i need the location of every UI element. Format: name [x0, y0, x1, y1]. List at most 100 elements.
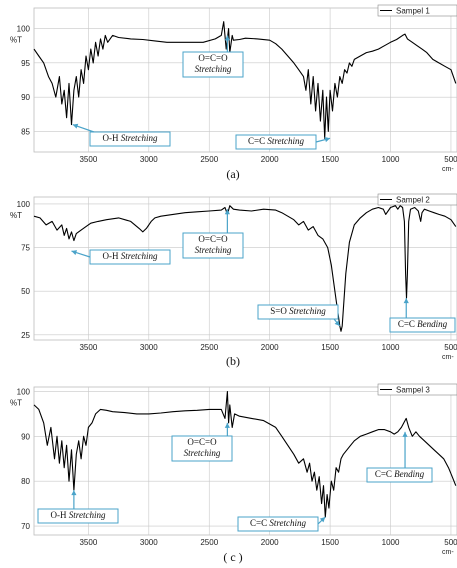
y-unit-label: %T	[10, 36, 22, 45]
annotation-text: C=C Bending	[398, 319, 448, 329]
annotation-box	[171, 435, 233, 462]
annotation-text-italic: Stretching	[289, 306, 326, 316]
x-tick-label: 500	[444, 538, 457, 547]
x-tick-label: 1000	[382, 343, 400, 352]
x-tick-label: 2000	[261, 155, 279, 164]
spectrum-line	[33, 205, 457, 332]
plot-frame	[33, 7, 457, 153]
annotation-text: O-H Stretching	[103, 251, 158, 261]
y-tick-label: 95	[21, 59, 30, 68]
x-unit-label: cm-	[442, 549, 454, 556]
x-tick-label: 2000	[261, 343, 279, 352]
annotation-arrowhead	[403, 298, 409, 304]
spectrum-panel-2: 3500 3000 2500 2000 1500 1000 500 100 75 50 25 %T cm…	[10, 193, 457, 368]
annotation: C=C Bending	[366, 431, 433, 483]
annotation: O-H Stretching	[71, 249, 171, 265]
legend-label: Sampel 1	[396, 7, 430, 16]
annotation-arrowhead	[71, 250, 78, 256]
annotation-text-italic: Bending	[394, 469, 424, 479]
panel-label: (b)	[226, 354, 240, 368]
x-unit-label: cm-	[442, 354, 454, 361]
annotation-text: Stretching	[195, 64, 232, 74]
annotation-box	[182, 232, 244, 259]
annotation-arrowhead	[324, 137, 331, 143]
legend-box	[377, 4, 457, 17]
y-tick-label: 100	[17, 25, 31, 34]
annotation-text: Stretching	[184, 448, 221, 458]
annotation-text-italic: Bending	[417, 319, 447, 329]
x-tick-label: 3500	[79, 538, 97, 547]
annotation-box	[366, 467, 433, 483]
annotation-box	[89, 131, 171, 147]
y-tick-label: 70	[21, 522, 30, 531]
annotation: C=C Bending	[389, 298, 456, 333]
annotation: C=C Stretching	[235, 134, 331, 150]
annotation-text-italic: Stretching	[121, 251, 158, 261]
annotation-box	[37, 508, 119, 524]
y-tick-label: 75	[21, 244, 30, 253]
legend-label: Sampel 3	[396, 386, 430, 395]
annotation-text: O=C=O	[198, 234, 228, 244]
legend-box	[377, 193, 457, 206]
annotation-arrowhead	[334, 320, 340, 327]
x-tick-label: 1000	[382, 538, 400, 547]
plot-frame	[33, 196, 457, 341]
y-tick-label: 90	[21, 93, 30, 102]
x-tick-label: 2000	[261, 538, 279, 547]
annotation-text-part: C=C	[250, 518, 269, 528]
annotation-box	[182, 51, 244, 78]
annotation-text-italic: Stretching	[121, 133, 158, 143]
annotation: S=O Stretching	[257, 304, 341, 327]
annotation-text: O=C=O	[187, 437, 217, 447]
annotation-text-italic: Stretching	[69, 510, 106, 520]
annotation-box	[389, 317, 456, 333]
x-tick-label: 3500	[79, 155, 97, 164]
annotation-text-italic: Stretching	[269, 518, 306, 528]
annotation-text-part: O-H	[51, 510, 69, 520]
annotation-arrowhead	[224, 35, 230, 41]
legend-box	[377, 383, 457, 396]
y-tick-label: 100	[17, 387, 31, 396]
x-tick-label: 1000	[382, 155, 400, 164]
x-tick-label: 3000	[140, 155, 158, 164]
x-tick-label: 1500	[321, 343, 339, 352]
annotation-text-part: C=C	[375, 469, 394, 479]
annotation-text: C=C Bending	[375, 469, 425, 479]
legend: Sampel 2	[377, 193, 457, 206]
annotation-text-part: S=O	[270, 306, 289, 316]
y-unit-label: %T	[10, 398, 22, 407]
x-tick-label: 1500	[321, 538, 339, 547]
y-tick-label: 100	[17, 200, 31, 209]
x-tick-label: 500	[444, 155, 457, 164]
x-tick-label: 3500	[79, 343, 97, 352]
x-tick-label: 500	[444, 343, 457, 352]
x-tick-label: 1500	[321, 155, 339, 164]
y-tick-label: 80	[21, 477, 30, 486]
annotation-text: C=C Stretching	[250, 518, 307, 528]
annotation: O-H Stretching	[37, 490, 119, 524]
y-tick-label: 85	[21, 127, 30, 136]
annotation-text: O-H Stretching	[51, 510, 106, 520]
x-tick-label: 2500	[200, 155, 218, 164]
annotation: C=C Stretching	[237, 516, 326, 532]
panel-label: (a)	[226, 167, 239, 181]
annotation-arrowhead	[319, 517, 326, 523]
annotation-text-part: C=C	[248, 136, 267, 146]
y-tick-label: 25	[21, 331, 30, 340]
x-unit-label: cm-	[442, 166, 454, 173]
x-tick-label: 2500	[200, 343, 218, 352]
annotation-text-part: C=C	[398, 319, 417, 329]
legend: Sampel 1	[377, 4, 457, 17]
spectrum-line	[33, 390, 457, 518]
plot-frame	[33, 386, 457, 536]
panel-label: ( c )	[223, 550, 242, 564]
legend: Sampel 3	[377, 383, 457, 396]
annotation-text: O=C=O	[198, 53, 228, 63]
annotation-arrowhead	[402, 431, 408, 437]
spectrum-panel-1: 3500 3000 2500 2000 1500 1000 500 100 95 90 85 %T cm…	[10, 4, 457, 181]
